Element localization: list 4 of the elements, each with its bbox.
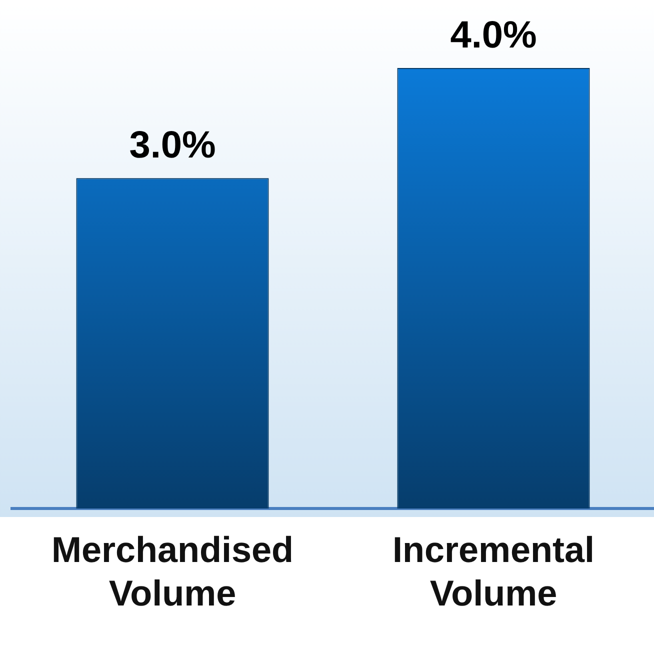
x-tick-label: Merchandised Volume	[51, 529, 294, 614]
data-label: 3.0%	[129, 124, 216, 167]
x-tick-label: Incremental Volume	[392, 529, 595, 614]
data-label: 4.0%	[450, 14, 537, 56]
